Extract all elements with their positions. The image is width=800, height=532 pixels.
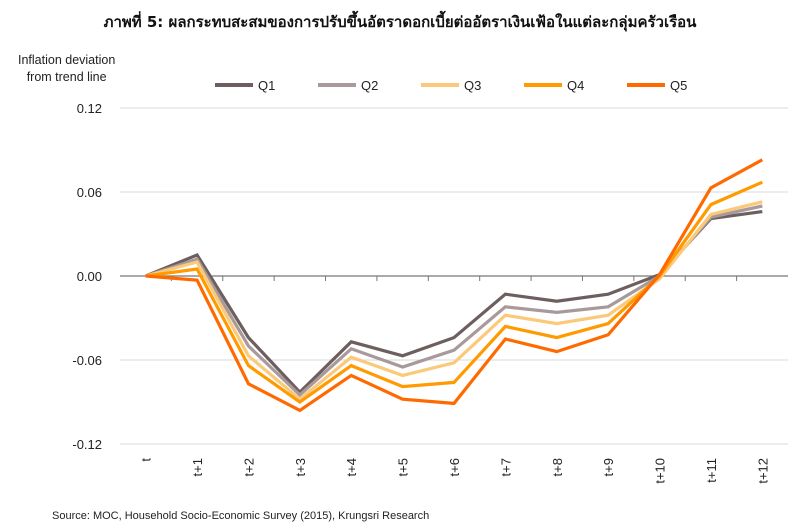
- chart-title: ภาพที่ 5: ผลกระทบสะสมของการปรับขึ้นอัตรา…: [103, 13, 697, 31]
- y-axis-label: Inflation deviation from trend line: [18, 52, 115, 86]
- x-tick-label: t+12: [755, 458, 770, 484]
- legend-label-q5: Q5: [670, 78, 687, 93]
- x-tick-label: t: [139, 458, 154, 462]
- y-axis-label-line: from trend line: [26, 70, 107, 84]
- x-tick-label: t+9: [601, 458, 616, 476]
- x-tick-label: t+10: [653, 458, 668, 484]
- y-tick-label: 0.12: [77, 101, 102, 116]
- x-tick-label: t+8: [550, 458, 565, 476]
- y-tick-label: 0.00: [77, 269, 102, 284]
- source-note: Source: MOC, Household Socio-Economic Su…: [52, 510, 430, 522]
- legend-label-q2: Q2: [361, 78, 378, 93]
- x-tick-label: t+6: [447, 458, 462, 476]
- series-line-q4: [145, 180, 763, 404]
- y-axis-label-line: Inflation deviation: [18, 53, 116, 67]
- x-tick-label: t+5: [396, 458, 411, 476]
- y-tick-label: -0.12: [72, 437, 102, 452]
- x-tick-label: t+4: [344, 458, 359, 476]
- x-tick-label: t+3: [293, 458, 308, 476]
- legend-label-q3: Q3: [464, 78, 481, 93]
- series-line-q5: [145, 158, 764, 413]
- legend-label-q1: Q1: [258, 78, 275, 93]
- y-tick-label: 0.06: [77, 185, 102, 200]
- series-line-q3: [145, 200, 763, 402]
- x-tick-label: t+1: [190, 458, 205, 476]
- x-tick-label: t+2: [241, 458, 256, 476]
- legend-label-q4: Q4: [567, 78, 584, 93]
- x-tick-label: t+11: [704, 458, 719, 483]
- y-tick-label: -0.06: [72, 353, 102, 368]
- x-tick-label: t+7: [498, 458, 513, 476]
